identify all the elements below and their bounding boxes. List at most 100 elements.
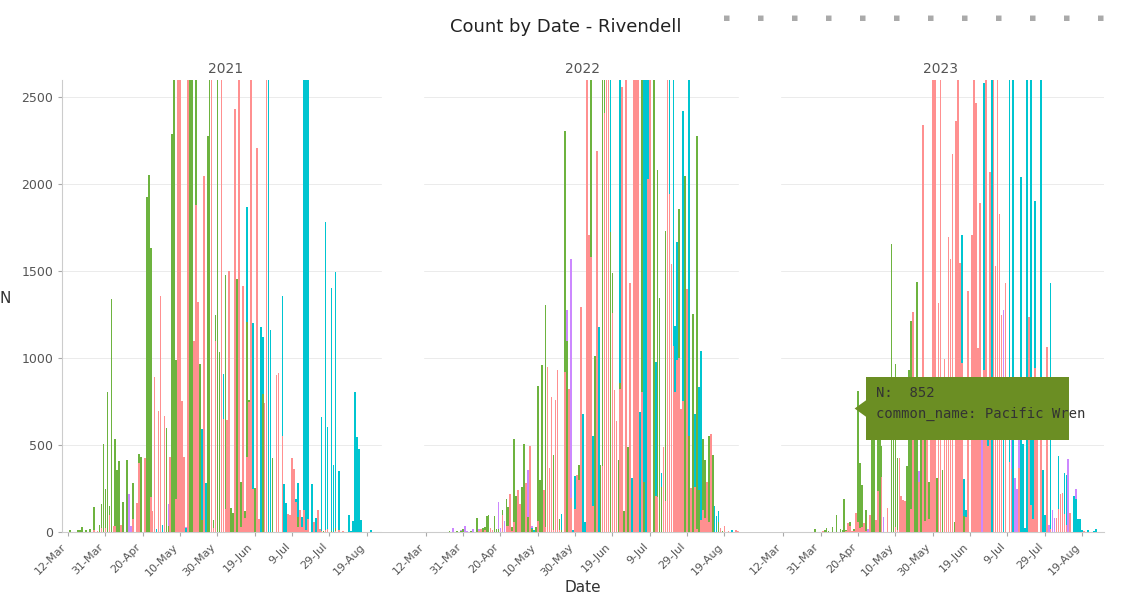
Bar bbox=[199, 364, 200, 532]
Bar bbox=[1011, 404, 1012, 532]
Bar bbox=[708, 436, 710, 532]
Bar bbox=[293, 510, 295, 532]
Bar bbox=[154, 376, 155, 532]
Bar bbox=[694, 511, 696, 532]
Bar bbox=[950, 259, 951, 532]
Bar bbox=[136, 503, 138, 532]
Bar bbox=[203, 176, 205, 532]
Bar bbox=[140, 518, 142, 532]
Bar bbox=[568, 521, 571, 532]
Bar bbox=[1030, 80, 1032, 532]
Bar bbox=[696, 529, 697, 532]
Bar bbox=[523, 444, 525, 532]
Bar bbox=[183, 457, 185, 532]
Bar bbox=[1075, 499, 1077, 532]
Bar bbox=[1035, 368, 1036, 532]
Bar bbox=[1049, 529, 1052, 532]
Bar bbox=[942, 492, 943, 532]
Bar bbox=[960, 471, 961, 532]
Bar bbox=[595, 151, 598, 532]
Bar bbox=[950, 493, 951, 532]
Bar bbox=[170, 457, 171, 532]
Bar bbox=[288, 514, 289, 532]
Bar bbox=[883, 517, 884, 532]
Bar bbox=[680, 409, 683, 532]
Bar bbox=[525, 483, 526, 532]
Bar bbox=[987, 446, 988, 532]
Bar bbox=[1040, 449, 1041, 532]
Bar bbox=[303, 510, 305, 532]
Bar bbox=[863, 523, 865, 532]
Text: Count by Date - Rivendell: Count by Date - Rivendell bbox=[451, 18, 681, 36]
Bar bbox=[608, 80, 609, 532]
Bar bbox=[702, 530, 704, 532]
Bar bbox=[261, 337, 264, 532]
Bar bbox=[223, 521, 224, 532]
Bar bbox=[234, 531, 235, 532]
Bar bbox=[979, 203, 980, 532]
Bar bbox=[1024, 528, 1026, 532]
Bar bbox=[640, 510, 641, 532]
Bar bbox=[998, 518, 1001, 532]
Bar bbox=[1065, 517, 1067, 532]
Bar bbox=[277, 517, 280, 532]
Bar bbox=[1065, 476, 1067, 532]
Bar bbox=[238, 80, 240, 532]
Bar bbox=[160, 296, 162, 532]
Bar bbox=[995, 525, 996, 532]
Bar bbox=[521, 528, 523, 532]
Bar bbox=[525, 531, 526, 532]
Bar bbox=[160, 452, 162, 532]
Bar bbox=[226, 420, 229, 532]
Bar bbox=[1014, 478, 1017, 532]
Text: ▪: ▪ bbox=[1063, 13, 1070, 23]
Bar bbox=[298, 527, 299, 532]
Bar bbox=[218, 352, 221, 532]
Bar bbox=[945, 509, 947, 532]
Bar bbox=[215, 341, 216, 532]
Bar bbox=[1046, 523, 1047, 532]
Bar bbox=[520, 531, 521, 532]
Bar bbox=[578, 465, 580, 532]
Bar bbox=[979, 512, 980, 532]
Bar bbox=[624, 511, 625, 532]
Bar bbox=[995, 510, 996, 532]
Bar bbox=[552, 455, 555, 532]
Bar bbox=[947, 237, 950, 532]
Bar bbox=[987, 420, 988, 532]
Bar bbox=[897, 458, 898, 532]
Bar bbox=[1003, 419, 1004, 532]
Bar bbox=[616, 512, 617, 532]
Bar bbox=[299, 510, 301, 532]
Bar bbox=[934, 513, 935, 532]
Y-axis label: N: N bbox=[0, 291, 10, 306]
Bar bbox=[109, 515, 110, 532]
Bar bbox=[602, 447, 603, 532]
Bar bbox=[224, 275, 226, 532]
Bar bbox=[574, 477, 576, 532]
Bar bbox=[537, 531, 539, 532]
Bar bbox=[226, 478, 229, 532]
Bar bbox=[199, 531, 200, 532]
Text: common_name: Pacific Wren: common_name: Pacific Wren bbox=[876, 408, 1086, 422]
Bar bbox=[537, 386, 539, 532]
Bar bbox=[164, 484, 165, 532]
Bar bbox=[156, 529, 157, 532]
Bar bbox=[216, 80, 218, 532]
Bar bbox=[945, 530, 947, 532]
Bar bbox=[1056, 518, 1057, 532]
Bar bbox=[932, 80, 934, 532]
Bar bbox=[234, 524, 235, 532]
Bar bbox=[680, 468, 683, 532]
Bar bbox=[737, 531, 739, 532]
Bar bbox=[275, 375, 277, 532]
Bar bbox=[566, 341, 568, 532]
Bar bbox=[997, 260, 998, 532]
Bar bbox=[320, 531, 323, 532]
Bar bbox=[893, 531, 894, 532]
Bar bbox=[547, 464, 548, 532]
Bar bbox=[560, 531, 563, 532]
Bar bbox=[528, 470, 529, 532]
Bar bbox=[723, 526, 726, 532]
Bar bbox=[98, 526, 101, 532]
